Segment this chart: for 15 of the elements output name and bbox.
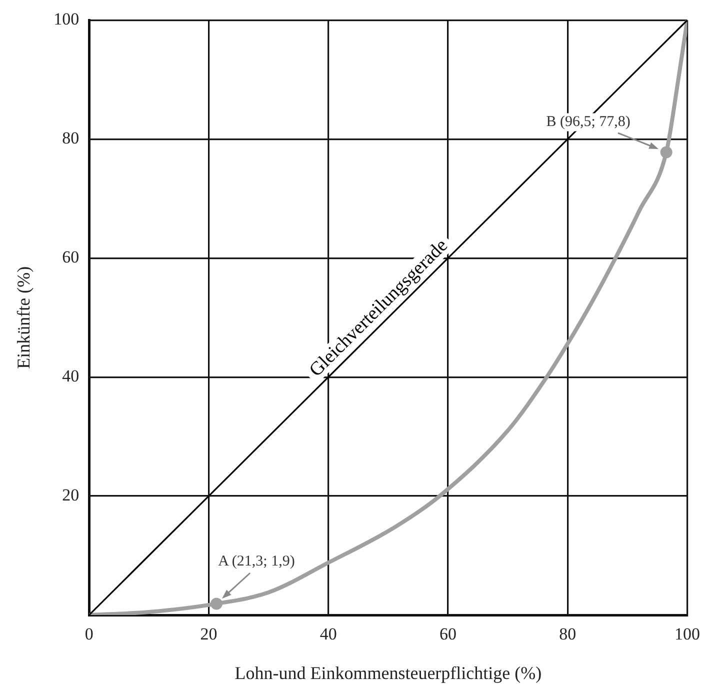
annotation: B (96,5; 77,8) [546,114,630,130]
x-tick-label: 80 [559,624,576,644]
y-tick-label: 40 [62,366,80,386]
y-tick-label: 80 [62,128,80,148]
x-tick-label: 100 [674,624,700,644]
x-axis-title: Lohn-und Einkommensteuerpflichtige (%) [234,662,542,683]
y-tick-label: 20 [62,486,80,505]
y-axis-title: Einkünfte (%) [14,266,34,369]
annotation: A (21,3; 1,9) [218,554,295,570]
x-tick-label: 60 [439,624,456,644]
x-tick-label: 0 [84,624,94,644]
y-tick-label: 60 [62,248,80,267]
x-tick-label: 40 [320,624,337,644]
x-tick-label: 20 [200,624,218,644]
y-tick-label: 100 [54,10,80,29]
